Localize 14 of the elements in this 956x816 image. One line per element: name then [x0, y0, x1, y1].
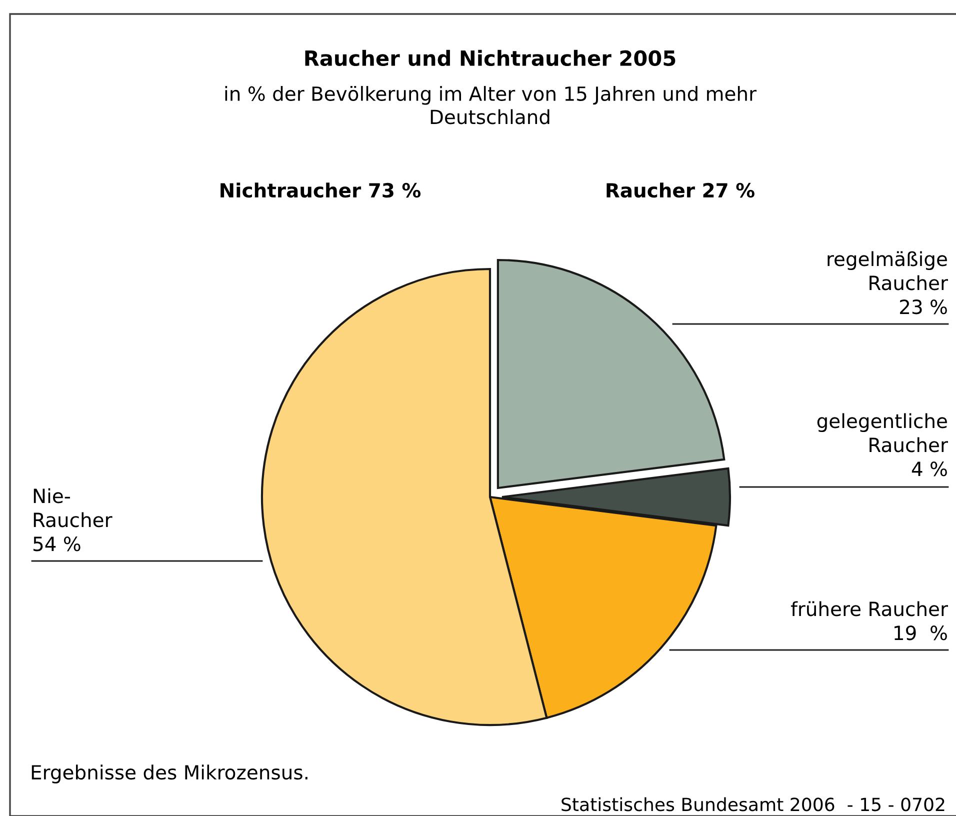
- text: Nichtraucher 73 %: [220, 182, 421, 198]
- data-label: 54 %: [34, 536, 80, 552]
- data-label: 4 %: [912, 462, 947, 476]
- data-label: 23 %: [900, 300, 947, 314]
- data-label: 19 %: [894, 626, 947, 640]
- slice-label: gelegentliche Raucher: [817, 413, 948, 452]
- chart-title: Raucher und Nichtraucher 2005: [305, 50, 676, 66]
- text: Statistisches Bundesamt 2006 - 15 - 0702: [562, 797, 944, 812]
- text: Ergebnisse des Mikrozensus.: [32, 764, 308, 784]
- chart-subtitle: in % der Bevölkerung im Alter von 15 Jahren und mehr Deutschland: [225, 86, 757, 124]
- slice-label: regelmäßige Raucher: [828, 251, 948, 290]
- text: Raucher 27 %: [606, 182, 754, 198]
- slice-label: frühere Raucher: [791, 601, 948, 616]
- slice-label: Nie- Raucher: [34, 488, 112, 528]
